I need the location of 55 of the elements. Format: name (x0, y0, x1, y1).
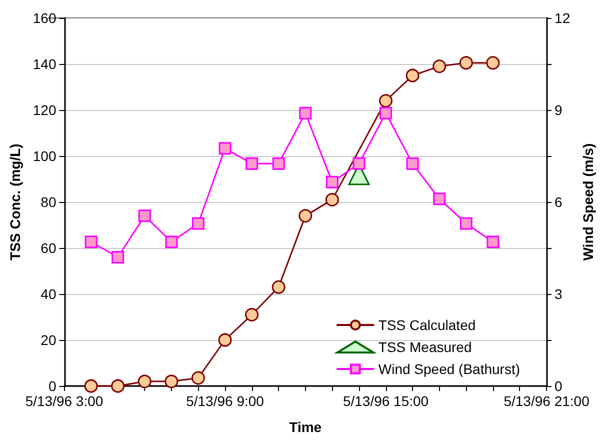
point (192, 217, 204, 230)
point (164, 374, 178, 388)
point (84, 236, 98, 248)
x-tick-label: 5/13/96 3:00 (25, 393, 104, 409)
point (218, 333, 232, 347)
y-tick-label: 0 (48, 378, 56, 394)
point (432, 60, 446, 74)
x-tick-label: 5/13/96 9:00 (186, 393, 264, 409)
point (165, 236, 178, 248)
y-tick-label: 20 (40, 332, 56, 348)
point (84, 379, 98, 393)
point (111, 379, 125, 393)
point (246, 157, 258, 170)
y-tick-label: 80 (40, 194, 56, 210)
legend-label: TSS Measured (378, 339, 472, 355)
point (112, 250, 124, 264)
y2-tick-label: 3 (554, 286, 563, 302)
point (299, 106, 312, 120)
point (380, 106, 392, 120)
y2-axis-title: Wind Speed (m/s) (580, 143, 596, 261)
point (486, 56, 500, 70)
point (272, 157, 285, 170)
point (245, 308, 259, 322)
y-axis-title: TSS Conc. (mg/L) (7, 144, 23, 260)
y-tick-label: 140 (32, 56, 56, 72)
point (325, 192, 339, 206)
point (326, 176, 338, 188)
y2-tick-label: 6 (554, 194, 563, 210)
point (138, 210, 151, 222)
point (406, 68, 420, 82)
y2-tick-label: 0 (554, 378, 563, 394)
point (138, 374, 152, 388)
y-tick-label: 120 (32, 102, 56, 118)
point (433, 192, 446, 206)
y-tick-label: 60 (40, 240, 56, 256)
x-tick-label: 5/13/96 21:00 (504, 393, 590, 409)
y2-tick-label: 12 (554, 10, 570, 26)
point (352, 157, 366, 170)
x-tick-label: 5/13/96 15:00 (342, 393, 429, 409)
y-tick-label: 40 (40, 286, 56, 302)
x-axis-title: Time (289, 419, 322, 435)
point (218, 142, 232, 155)
legend-label: TSS Calculated (378, 317, 476, 333)
y2-tick-label: 9 (554, 102, 563, 118)
point (298, 209, 312, 223)
point (272, 280, 286, 294)
point (460, 217, 472, 230)
y-tick-label: 160 (32, 10, 56, 26)
point (379, 94, 393, 108)
point (406, 157, 419, 170)
legend-label: Wind Speed (Bathurst) (378, 361, 520, 377)
point (486, 236, 500, 248)
point (191, 371, 205, 385)
y-tick-label: 100 (32, 148, 56, 164)
point (459, 56, 473, 70)
